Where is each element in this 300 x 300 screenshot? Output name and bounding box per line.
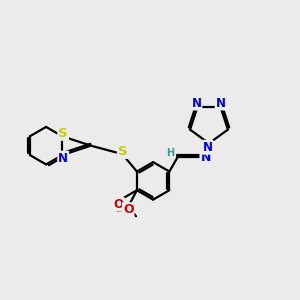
Text: S: S — [58, 127, 68, 140]
Text: H: H — [166, 148, 174, 158]
Text: N: N — [216, 97, 226, 110]
Text: N: N — [58, 152, 68, 165]
Text: N: N — [203, 141, 213, 154]
Text: N: N — [191, 97, 201, 110]
Text: S: S — [118, 145, 128, 158]
Text: O: O — [114, 198, 124, 211]
Text: N: N — [200, 151, 211, 164]
Text: methoxy: methoxy — [117, 211, 123, 212]
Text: O: O — [123, 203, 134, 216]
